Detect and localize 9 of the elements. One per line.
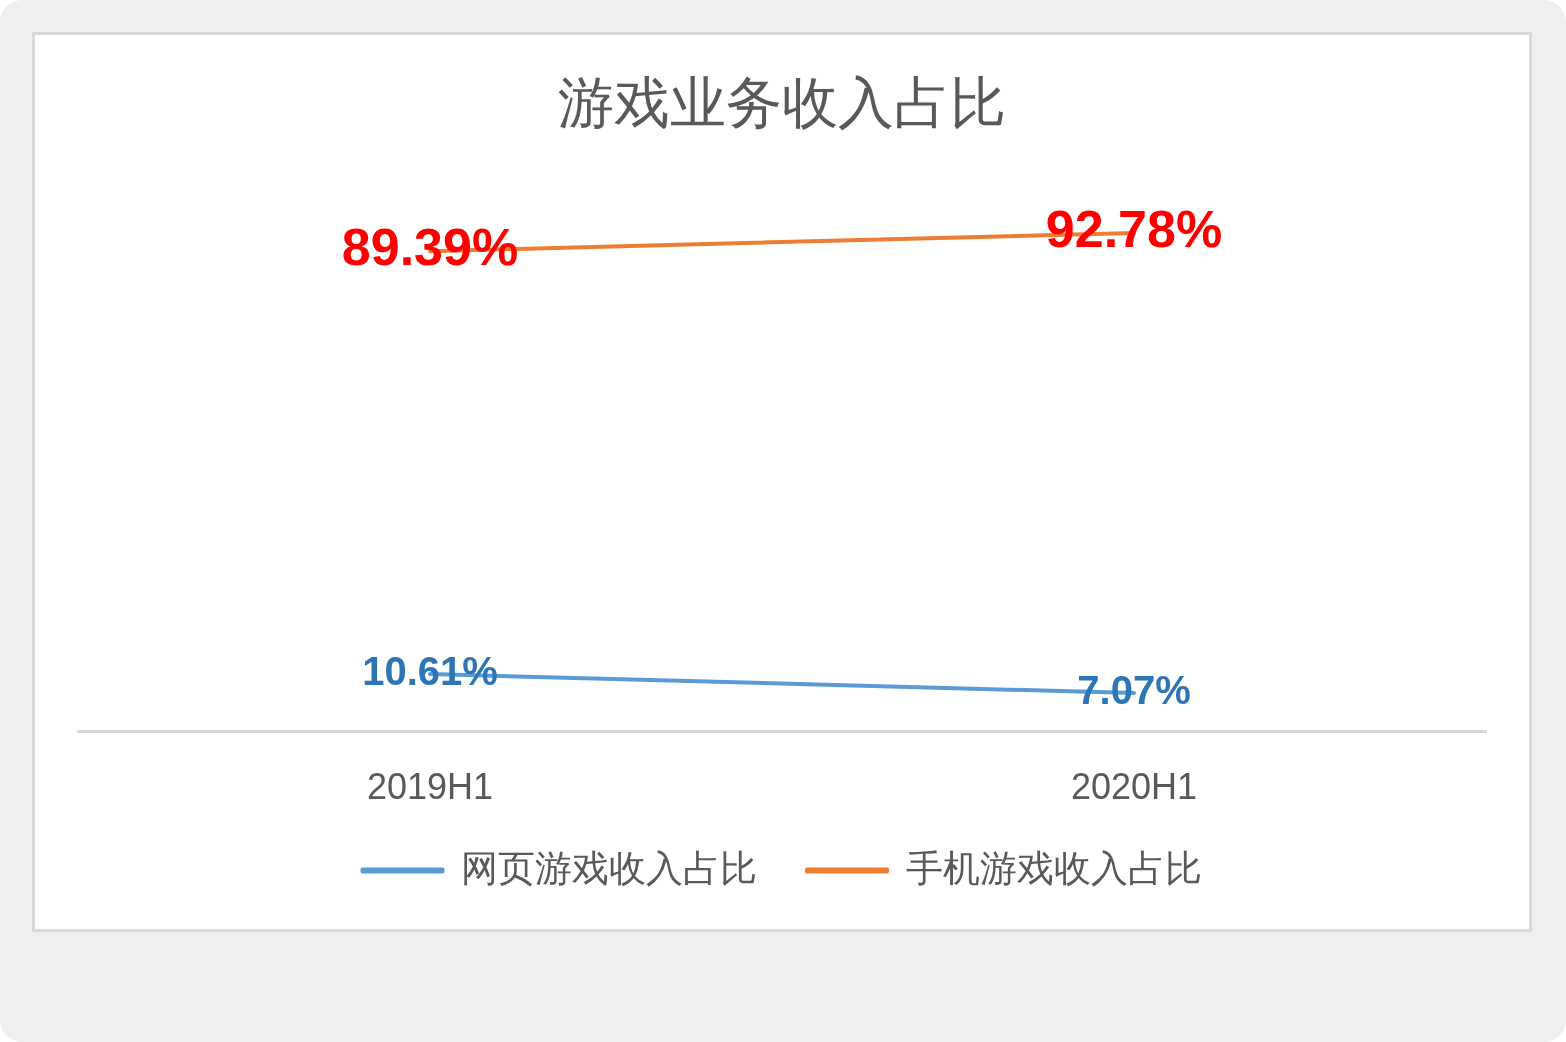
legend-label: 手机游戏收入占比 <box>905 847 1202 889</box>
data-label: 10.61% <box>362 649 498 694</box>
data-label: 7.07% <box>1077 668 1191 713</box>
chart-title: 游戏业务收入占比 <box>558 71 1006 135</box>
data-label: 89.39% <box>341 218 519 277</box>
x-tick-label: 2020H1 <box>1070 765 1198 807</box>
legend-label: 网页游戏收入占比 <box>461 847 757 889</box>
x-tick-label: 2019H1 <box>366 765 494 807</box>
data-label: 92.78% <box>1045 200 1223 259</box>
